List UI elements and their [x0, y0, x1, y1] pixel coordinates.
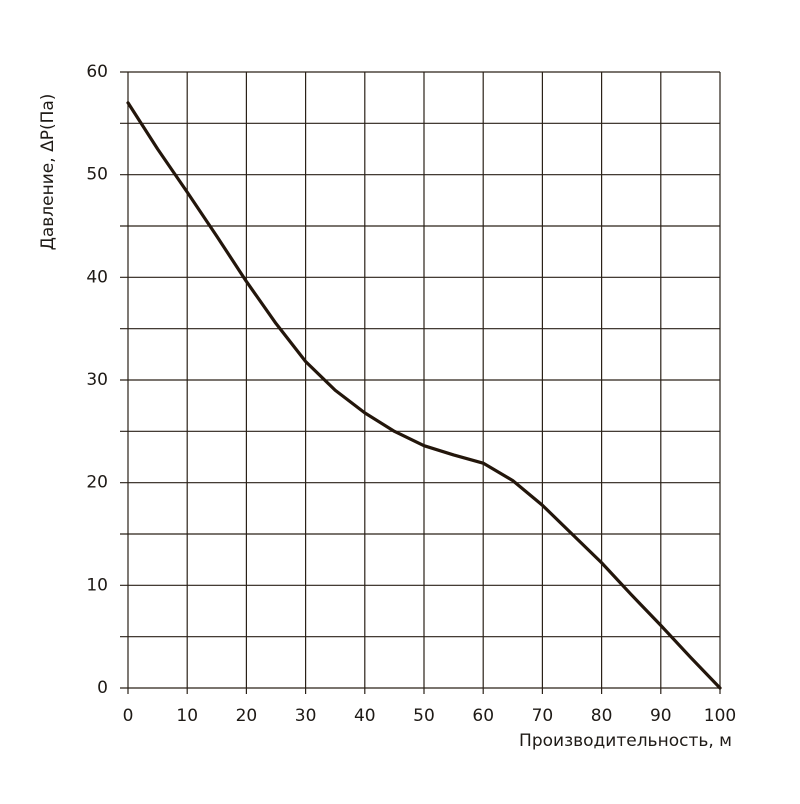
x-tick-label: 90: [650, 706, 672, 726]
x-tick-label: 30: [295, 706, 317, 726]
x-tick-label: 70: [532, 706, 554, 726]
x-tick-label: 100: [704, 706, 736, 726]
x-tick-label: 0: [123, 706, 134, 726]
x-tick-label: 50: [413, 706, 435, 726]
y-tick-label: 10: [86, 575, 108, 595]
x-tick-label: 60: [472, 706, 494, 726]
x-tick-label: 20: [236, 706, 258, 726]
x-tick-label: 10: [176, 706, 198, 726]
y-tick-label: 30: [86, 370, 108, 390]
y-tick-label: 0: [97, 678, 108, 698]
y-axis-label: Давление, ΔP(Па): [38, 94, 58, 251]
y-tick-label: 20: [86, 473, 108, 493]
x-tick-label: 80: [591, 706, 613, 726]
x-axis-label: Производительность, м: [519, 731, 732, 751]
y-tick-label: 50: [86, 165, 108, 185]
y-tick-label: 60: [86, 62, 108, 82]
data-line: [126, 101, 722, 690]
y-tick-label: 40: [86, 267, 108, 287]
x-tick-label: 40: [354, 706, 376, 726]
